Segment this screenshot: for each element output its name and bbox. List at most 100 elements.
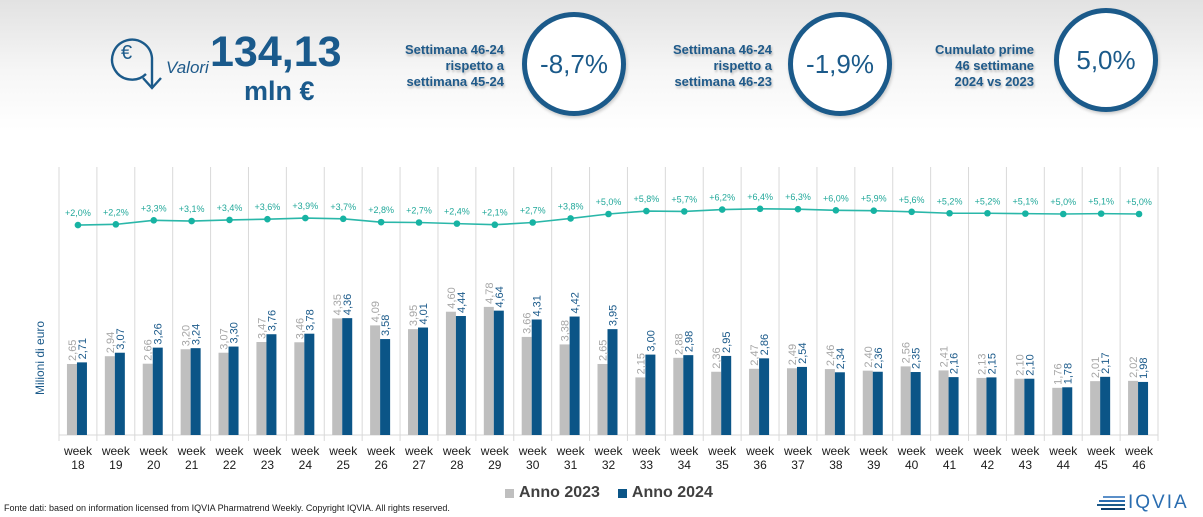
x-tick-label-week: week — [1086, 444, 1116, 458]
bar-label-2024: 4,31 — [532, 295, 544, 316]
x-tick-label-week: week — [252, 444, 282, 458]
bar-label-2023: 2,65 — [67, 340, 79, 361]
kpi-caption-cumulative: Cumulato prime 46 settimane 2024 vs 2023 — [918, 42, 1034, 90]
bar-2023 — [1090, 381, 1101, 435]
bar-2024 — [834, 372, 845, 435]
growth-point — [226, 216, 233, 224]
bar-label-2024: 2,10 — [1024, 354, 1036, 375]
weekly-sales-chart: 2,652,71week182,943,07week192,663,26week… — [58, 167, 1159, 472]
bar-label-2024: 4,36 — [342, 294, 354, 315]
growth-point — [832, 207, 840, 214]
growth-point — [491, 221, 499, 229]
bar-2024 — [683, 355, 694, 435]
bar-2023 — [862, 370, 873, 435]
x-tick-label-number: 21 — [185, 458, 199, 472]
bar-label-2024: 4,01 — [418, 303, 430, 324]
x-tick-label-week: week — [328, 444, 358, 458]
bar-2023 — [445, 311, 456, 435]
growth-label: +2,2% — [103, 207, 129, 217]
growth-point — [529, 219, 537, 226]
growth-label: +2,7% — [520, 206, 546, 216]
bar-label-2024: 2,95 — [721, 332, 733, 353]
growth-point — [908, 208, 915, 216]
kpi-caption-yoy: Settimana 46-24 rispetto a settimana 46-… — [648, 42, 772, 90]
bar-2024 — [304, 333, 315, 435]
bar-label-2023: 3,20 — [181, 325, 193, 346]
x-tick-label-week: week — [177, 444, 207, 458]
bar-label-2024: 4,64 — [494, 286, 506, 307]
x-tick-label-number: 29 — [488, 458, 502, 472]
growth-point — [150, 216, 158, 224]
bar-2023 — [332, 318, 343, 435]
growth-point — [453, 220, 461, 227]
bar-2023 — [824, 369, 835, 435]
bar-2024 — [759, 358, 770, 435]
growth-point — [680, 208, 688, 215]
growth-point — [1022, 210, 1029, 217]
x-tick-label-week: week — [859, 444, 889, 458]
x-tick-label-number: 37 — [791, 458, 805, 472]
bar-2024 — [531, 319, 542, 435]
growth-point — [756, 205, 764, 213]
legend-swatch-2024 — [617, 488, 627, 498]
growth-point — [112, 221, 120, 228]
bar-label-2023: 3,07 — [219, 328, 231, 349]
growth-point — [377, 218, 385, 226]
bar-2023 — [521, 336, 532, 435]
bar-2024 — [76, 362, 87, 435]
growth-label: +6,2% — [709, 193, 735, 203]
x-tick-label-number: 44 — [1057, 458, 1071, 472]
bar-label-2024: 2,98 — [683, 331, 695, 352]
bar-2024 — [1100, 376, 1111, 435]
growth-label: +3,9% — [292, 201, 318, 211]
bar-label-2024: 3,00 — [645, 330, 657, 351]
growth-label: +3,6% — [255, 202, 281, 212]
bar-2024 — [190, 348, 201, 435]
growth-label: +5,9% — [861, 194, 887, 204]
bar-2024 — [721, 355, 732, 435]
bar-label-2024: 2,36 — [873, 347, 885, 368]
bar-2024 — [152, 347, 163, 435]
x-tick-label-number: 45 — [1094, 458, 1108, 472]
x-tick-label-number: 42 — [981, 458, 995, 472]
bar-2024 — [1138, 381, 1149, 435]
x-tick-label-week: week — [593, 444, 623, 458]
bar-label-2024: 3,76 — [266, 310, 278, 331]
bar-2023 — [104, 356, 115, 435]
x-tick-label-number: 22 — [223, 458, 237, 472]
x-tick-label-week: week — [1010, 444, 1040, 458]
source-note: Fonte dati: based on information license… — [4, 503, 450, 513]
legend-item-2024: Anno 2024 — [617, 484, 713, 502]
bar-2023 — [66, 363, 77, 435]
bar-label-2023: 3,95 — [408, 305, 420, 326]
x-tick-label-number: 46 — [1132, 458, 1146, 472]
bar-2024 — [796, 366, 807, 435]
bar-label-2023: 2,66 — [143, 339, 155, 360]
bar-label-2023: 3,46 — [294, 318, 306, 339]
bar-label-2023: 2,49 — [787, 344, 799, 365]
x-tick-label-number: 18 — [71, 458, 85, 472]
iqvia-logo: IQVIA — [1097, 492, 1189, 514]
x-tick-label-number: 27 — [412, 458, 426, 472]
bar-2023 — [180, 349, 191, 435]
x-tick-label-week: week — [631, 444, 661, 458]
x-tick-label-week: week — [290, 444, 320, 458]
kpi-caption-line: settimana 46-23 — [674, 74, 772, 89]
growth-point — [984, 209, 991, 217]
growth-label: +6,0% — [823, 193, 849, 203]
bar-2023 — [635, 377, 646, 435]
bar-label-2024: 3,24 — [191, 324, 203, 345]
bar-label-2023: 2,47 — [749, 344, 761, 365]
valori-label: Valori — [166, 58, 209, 77]
bar-2024 — [266, 334, 277, 435]
bar-2023 — [256, 342, 267, 435]
bar-2024 — [380, 339, 391, 435]
bar-label-2024: 2,34 — [835, 348, 847, 369]
growth-label: +2,0% — [65, 208, 91, 218]
bar-label-2024: 3,07 — [115, 328, 127, 349]
bar-2024 — [455, 316, 466, 435]
growth-label: +5,1% — [1012, 197, 1038, 207]
bar-2024 — [872, 371, 883, 435]
x-tick-label-number: 20 — [147, 458, 161, 472]
growth-label: +3,1% — [179, 204, 205, 214]
